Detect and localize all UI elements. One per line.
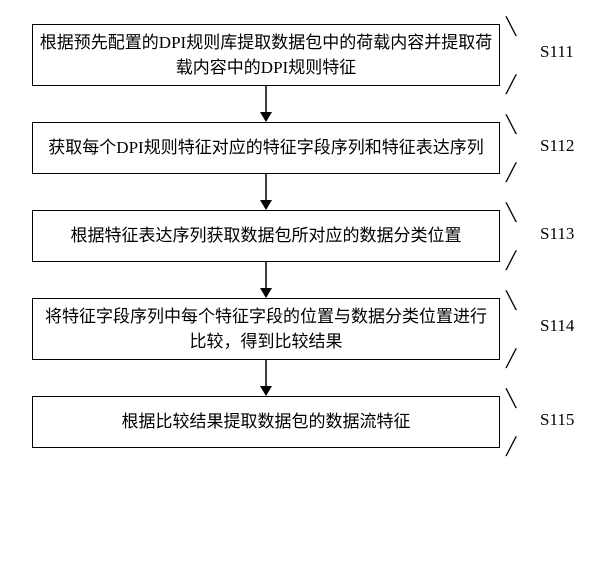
- flow-step: 根据预先配置的DPI规则库提取数据包中的荷载内容并提取荷载内容中的DPI规则特征…: [0, 24, 616, 86]
- flow-step: 根据特征表达序列获取数据包所对应的数据分类位置 ╲ ╱ S113: [0, 210, 616, 262]
- flow-step: 根据比较结果提取数据包的数据流特征 ╲ ╱ S115: [0, 396, 616, 448]
- flow-connector: [32, 262, 500, 298]
- flow-box-text: 根据特征表达序列获取数据包所对应的数据分类位置: [71, 223, 462, 249]
- flow-box-text: 根据比较结果提取数据包的数据流特征: [122, 409, 411, 435]
- bracket-bottom-icon: ╱: [506, 76, 516, 93]
- flow-step-label: S112: [540, 136, 574, 156]
- flow-connector: [32, 360, 500, 396]
- flow-box-text: 获取每个DPI规则特征对应的特征字段序列和特征表达序列: [48, 135, 483, 161]
- flow-box: 获取每个DPI规则特征对应的特征字段序列和特征表达序列: [32, 122, 500, 174]
- flow-box: 根据特征表达序列获取数据包所对应的数据分类位置: [32, 210, 500, 262]
- flow-box: 根据预先配置的DPI规则库提取数据包中的荷载内容并提取荷载内容中的DPI规则特征: [32, 24, 500, 86]
- arrow-down-icon: [256, 360, 276, 396]
- flow-step-label: S113: [540, 224, 574, 244]
- flow-box-text: 根据预先配置的DPI规则库提取数据包中的荷载内容并提取荷载内容中的DPI规则特征: [39, 30, 493, 81]
- arrow-down-icon: [256, 86, 276, 122]
- flowchart-canvas: 根据预先配置的DPI规则库提取数据包中的荷载内容并提取荷载内容中的DPI规则特征…: [0, 0, 616, 576]
- flow-step: 将特征字段序列中每个特征字段的位置与数据分类位置进行比较，得到比较结果 ╲ ╱ …: [0, 298, 616, 360]
- flow-step-label: S114: [540, 316, 574, 336]
- flow-box: 将特征字段序列中每个特征字段的位置与数据分类位置进行比较，得到比较结果: [32, 298, 500, 360]
- bracket-top-icon: ╲: [506, 116, 516, 133]
- bracket-bottom-icon: ╱: [506, 252, 516, 269]
- bracket-top-icon: ╲: [506, 292, 516, 309]
- flow-box-text: 将特征字段序列中每个特征字段的位置与数据分类位置进行比较，得到比较结果: [39, 304, 493, 355]
- flow-box: 根据比较结果提取数据包的数据流特征: [32, 396, 500, 448]
- flow-connector: [32, 86, 500, 122]
- flow-connector: [32, 174, 500, 210]
- flow-step-label: S111: [540, 42, 574, 62]
- bracket-bottom-icon: ╱: [506, 164, 516, 181]
- bracket-top-icon: ╲: [506, 18, 516, 35]
- bracket-bottom-icon: ╱: [506, 438, 516, 455]
- arrow-down-icon: [256, 174, 276, 210]
- bracket-bottom-icon: ╱: [506, 350, 516, 367]
- flow-step: 获取每个DPI规则特征对应的特征字段序列和特征表达序列 ╲ ╱ S112: [0, 122, 616, 174]
- bracket-top-icon: ╲: [506, 204, 516, 221]
- bracket-top-icon: ╲: [506, 390, 516, 407]
- flow-step-label: S115: [540, 410, 574, 430]
- arrow-down-icon: [256, 262, 276, 298]
